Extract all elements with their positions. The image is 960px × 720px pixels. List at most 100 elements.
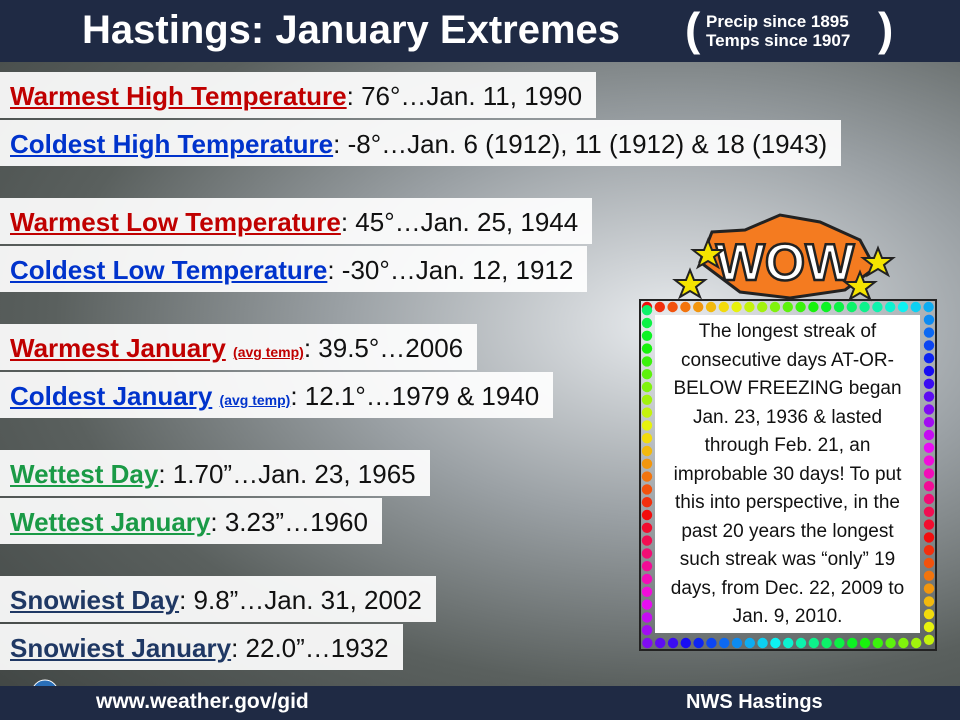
record-label: Warmest High Temperature [10,81,347,111]
record-value: : 22.0”…1932 [231,633,389,663]
border-dot [795,301,806,313]
border-dot [923,570,935,581]
record-value: : -30°…Jan. 12, 1912 [327,255,574,285]
border-dot [654,301,665,313]
border-dot [641,599,653,610]
record-value: : 1.70”…Jan. 23, 1965 [158,459,416,489]
footer: www.weather.gov/gid NWS Hastings [0,686,960,720]
record-label: Wettest January [10,507,211,537]
record-value: : 76°…Jan. 11, 1990 [346,81,583,111]
border-dot [911,637,922,649]
header: Hastings: January Extremes ( Precip sinc… [0,0,960,62]
wow-graphic: WOW [672,213,896,302]
border-dot [641,548,653,559]
url: www.weather.gov/gid [96,690,309,713]
border-dot [923,404,935,415]
record-label: Coldest High Temperature [10,129,334,159]
note: Precip since 1895 [706,12,849,31]
border-dot [923,506,935,517]
wow-burst [698,213,877,300]
star [842,269,878,302]
border-dot [923,468,935,479]
record-value: : 12.1°…1979 & 1940 [290,381,540,411]
record: Warmest High Temperature: 76°…Jan. 11, 1… [0,72,597,118]
border-dot [641,586,653,597]
border-dot [923,621,935,633]
border-dot [641,573,653,585]
border-dot [872,301,883,313]
border-dot [641,330,653,341]
star [860,245,896,278]
record-label: Coldest Low Temperature [10,255,328,285]
record-value: : 9.8”…Jan. 31, 2002 [179,585,422,615]
border-dot [808,301,819,313]
border-dot [923,481,935,492]
border-dot [808,637,819,649]
border-dot [641,535,653,546]
border-dot [641,420,653,431]
border-dot [923,301,934,313]
border-dot [719,637,730,649]
callout: The longest streak of consecutive days A… [655,315,920,633]
notes: Precip since 1895 Temps since 1907 [706,12,850,50]
record-label: Coldest January [10,381,213,411]
record: Wettest Day: 1.70”…Jan. 23, 1965 [0,450,430,496]
border-dot [655,637,666,649]
border-dot [744,301,755,313]
border-dot [641,343,653,354]
border-dot [923,340,935,351]
border-dot [641,484,653,495]
border-dot [641,381,653,393]
record-label: Warmest Low Temperature [10,207,341,237]
record: Warmest January (avg temp): 39.5°…2006 [0,324,478,370]
border-dot [667,301,678,313]
border-dot [641,305,653,316]
border-dot [757,637,768,649]
border-dot [641,625,653,636]
paren: ) [878,3,894,55]
border-dot [923,634,935,645]
star [690,237,726,270]
border-dot [641,433,653,444]
record: Coldest High Temperature: -8°…Jan. 6 (19… [0,120,842,166]
border-dot [923,493,935,505]
border-dot [859,637,871,649]
border-dot [923,609,935,620]
border-dot [859,301,870,313]
record: Coldest Low Temperature: -30°…Jan. 12, 1… [0,246,588,292]
border-dot [693,301,704,313]
wow-text: WOW [716,234,856,292]
border-dot [757,301,768,313]
record-label: Wettest Day [10,459,159,489]
border-dot [923,519,935,530]
office: NWS Hastings [686,691,823,713]
border-dot [872,637,883,649]
border-dot [885,301,896,313]
border-dot [642,637,653,649]
border-dot [923,314,935,325]
border-dot [897,301,909,313]
callout-text: The longest streak of consecutive days A… [670,321,905,627]
border-dot [641,522,653,533]
record-value: : 39.5°…2006 [303,333,464,363]
border-dot [923,532,935,543]
border-dot [923,353,935,364]
border-dot [923,327,935,338]
border-dot [783,637,794,649]
border-dot [769,301,781,313]
record-qualifier: (avg temp) [219,392,291,408]
border-dot [821,301,832,313]
border-dot [834,637,845,649]
border-dot [923,557,935,569]
border-dot [641,509,653,521]
border-dot [641,356,653,367]
border-dot [923,429,935,441]
border-dot [731,301,742,313]
border-dot [923,455,935,466]
border-dot [705,301,717,313]
border-dot [923,545,935,556]
rainbow-border [641,301,935,649]
border-dot [923,596,935,607]
border-dot [641,445,653,457]
